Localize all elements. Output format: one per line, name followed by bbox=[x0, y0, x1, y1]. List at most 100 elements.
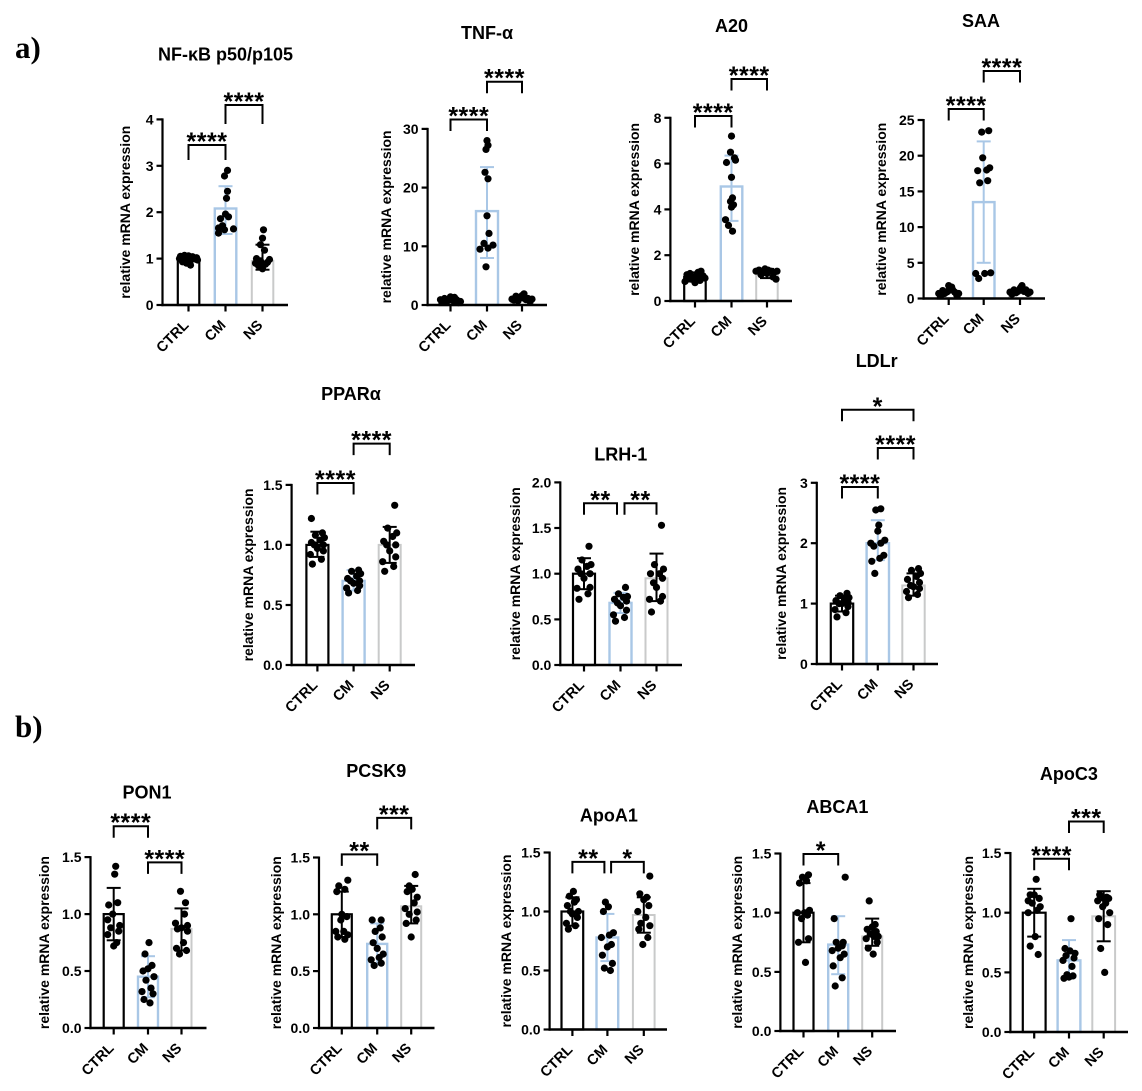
svg-text:A20: A20 bbox=[715, 16, 748, 36]
svg-text:relative mRNA expression: relative mRNA expression bbox=[498, 855, 514, 1028]
svg-text:****: **** bbox=[448, 103, 489, 131]
svg-text:*: * bbox=[873, 393, 883, 421]
svg-text:relative mRNA expression: relative mRNA expression bbox=[117, 126, 133, 299]
svg-text:2: 2 bbox=[146, 204, 154, 220]
svg-text:0.5: 0.5 bbox=[62, 963, 82, 979]
svg-text:a): a) bbox=[15, 30, 41, 65]
svg-text:relative mRNA expression: relative mRNA expression bbox=[378, 130, 394, 303]
svg-text:****: **** bbox=[315, 466, 356, 494]
svg-text:20: 20 bbox=[403, 180, 419, 196]
svg-text:1.5: 1.5 bbox=[263, 477, 283, 493]
svg-text:*: * bbox=[622, 845, 632, 873]
svg-text:8: 8 bbox=[654, 110, 662, 126]
svg-text:10: 10 bbox=[403, 238, 419, 254]
svg-text:15: 15 bbox=[899, 183, 915, 199]
svg-text:SAA: SAA bbox=[962, 11, 1000, 31]
svg-text:relative mRNA expression: relative mRNA expression bbox=[873, 123, 889, 296]
svg-text:ApoA1: ApoA1 bbox=[580, 806, 638, 826]
svg-text:0.0: 0.0 bbox=[532, 657, 552, 673]
svg-text:relative mRNA expression: relative mRNA expression bbox=[240, 488, 256, 661]
svg-text:LDLr: LDLr bbox=[856, 351, 898, 371]
svg-text:****: **** bbox=[110, 809, 151, 837]
svg-text:b): b) bbox=[15, 709, 43, 744]
svg-text:0: 0 bbox=[654, 293, 662, 309]
svg-text:**: ** bbox=[578, 845, 598, 873]
svg-text:****: **** bbox=[224, 88, 265, 116]
svg-text:0.5: 0.5 bbox=[532, 611, 552, 627]
svg-text:2.0: 2.0 bbox=[532, 474, 552, 490]
svg-text:1.5: 1.5 bbox=[752, 846, 772, 862]
svg-text:3: 3 bbox=[146, 158, 154, 174]
svg-text:0.0: 0.0 bbox=[263, 657, 283, 673]
svg-text:1.5: 1.5 bbox=[982, 845, 1002, 861]
svg-text:****: **** bbox=[351, 427, 392, 455]
svg-text:****: **** bbox=[1031, 842, 1072, 870]
svg-text:2: 2 bbox=[800, 535, 808, 551]
svg-text:1.0: 1.0 bbox=[263, 537, 283, 553]
svg-text:relative mRNA expression: relative mRNA expression bbox=[960, 856, 976, 1029]
svg-text:0.0: 0.0 bbox=[521, 1022, 541, 1038]
svg-text:relative mRNA expression: relative mRNA expression bbox=[729, 856, 745, 1029]
svg-text:PPARα: PPARα bbox=[321, 384, 381, 404]
svg-text:3: 3 bbox=[800, 475, 808, 491]
svg-text:5: 5 bbox=[907, 255, 915, 271]
svg-text:**: ** bbox=[349, 837, 369, 865]
svg-text:PON1: PON1 bbox=[122, 783, 171, 803]
svg-text:30: 30 bbox=[403, 121, 419, 137]
svg-text:1.0: 1.0 bbox=[752, 905, 772, 921]
svg-text:****: **** bbox=[484, 65, 525, 93]
svg-text:ABCA1: ABCA1 bbox=[806, 797, 868, 817]
svg-text:10: 10 bbox=[899, 219, 915, 235]
svg-text:1.5: 1.5 bbox=[291, 850, 311, 866]
svg-text:25: 25 bbox=[899, 112, 915, 128]
svg-text:4: 4 bbox=[654, 201, 662, 217]
svg-text:0.5: 0.5 bbox=[291, 963, 311, 979]
svg-text:20: 20 bbox=[899, 148, 915, 164]
svg-text:ApoC3: ApoC3 bbox=[1040, 764, 1098, 784]
svg-text:1.5: 1.5 bbox=[532, 520, 552, 536]
svg-text:relative mRNA expression: relative mRNA expression bbox=[268, 856, 284, 1029]
svg-text:TNF-α: TNF-α bbox=[461, 23, 513, 43]
svg-text:PCSK9: PCSK9 bbox=[346, 761, 406, 781]
svg-text:***: *** bbox=[1071, 805, 1102, 833]
svg-text:relative mRNA expression: relative mRNA expression bbox=[36, 856, 52, 1029]
svg-text:relative mRNA expression: relative mRNA expression bbox=[773, 487, 789, 660]
svg-text:0: 0 bbox=[907, 291, 915, 307]
svg-text:NF-κB p50/p105: NF-κB p50/p105 bbox=[158, 45, 293, 65]
svg-text:1: 1 bbox=[146, 251, 154, 267]
svg-text:LRH-1: LRH-1 bbox=[594, 445, 647, 465]
svg-text:**: ** bbox=[630, 486, 650, 514]
svg-text:****: **** bbox=[875, 431, 916, 459]
svg-text:****: **** bbox=[144, 845, 185, 873]
svg-text:1: 1 bbox=[800, 596, 808, 612]
svg-text:1.0: 1.0 bbox=[62, 906, 82, 922]
svg-text:0.0: 0.0 bbox=[982, 1024, 1002, 1040]
svg-text:0.0: 0.0 bbox=[62, 1020, 82, 1036]
svg-text:0.0: 0.0 bbox=[752, 1023, 772, 1039]
svg-text:relative mRNA expression: relative mRNA expression bbox=[626, 123, 642, 296]
svg-text:1.0: 1.0 bbox=[532, 566, 552, 582]
svg-text:1.5: 1.5 bbox=[521, 845, 541, 861]
svg-text:0.0: 0.0 bbox=[291, 1020, 311, 1036]
svg-text:*: * bbox=[816, 837, 826, 865]
svg-text:****: **** bbox=[839, 470, 880, 498]
svg-text:0.5: 0.5 bbox=[521, 963, 541, 979]
svg-text:1.5: 1.5 bbox=[62, 849, 82, 865]
svg-text:1.0: 1.0 bbox=[982, 905, 1002, 921]
svg-text:2: 2 bbox=[654, 247, 662, 263]
svg-text:****: **** bbox=[693, 99, 734, 127]
svg-text:1.0: 1.0 bbox=[521, 904, 541, 920]
svg-text:6: 6 bbox=[654, 156, 662, 172]
svg-text:relative mRNA expression: relative mRNA expression bbox=[507, 487, 523, 660]
svg-text:0.5: 0.5 bbox=[263, 597, 283, 613]
svg-text:**: ** bbox=[590, 486, 610, 514]
svg-text:0: 0 bbox=[146, 297, 154, 313]
svg-text:0.5: 0.5 bbox=[982, 964, 1002, 980]
svg-text:****: **** bbox=[981, 54, 1022, 82]
svg-text:****: **** bbox=[729, 62, 770, 90]
svg-text:0.5: 0.5 bbox=[752, 964, 772, 980]
svg-text:***: *** bbox=[379, 801, 410, 829]
svg-text:4: 4 bbox=[146, 111, 154, 127]
svg-text:****: **** bbox=[187, 128, 228, 156]
svg-text:0: 0 bbox=[800, 656, 808, 672]
